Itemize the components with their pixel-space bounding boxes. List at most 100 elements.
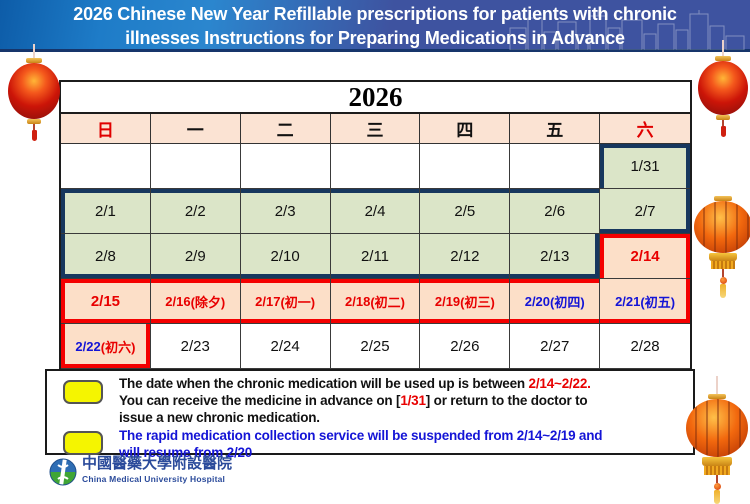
- hospital-globe-icon: [49, 458, 77, 486]
- calendar-cell: [420, 144, 511, 189]
- weekday-label: 六: [600, 114, 690, 144]
- cell-date: 2/27: [540, 337, 570, 355]
- header-banner: 2026 Chinese New Year Refillable prescri…: [0, 0, 750, 52]
- cell-date: 2/24: [270, 337, 300, 355]
- cell-date: 2/22: [75, 338, 101, 354]
- banner-title-line2: illnesses Instructions for Preparing Med…: [125, 28, 625, 48]
- calendar-cell: 2/19 (初三): [420, 279, 511, 324]
- calendar-date-grid: 1/31 2/1 2/2 2/3 2/4 2/5 2/6 2/7 2/8 2/9 2/10 2/11 2…: [61, 144, 690, 369]
- calendar-cell: 2/4: [330, 189, 421, 234]
- calendar-cell: 2/8: [61, 234, 151, 279]
- calendar-cell: 2/24: [240, 324, 331, 369]
- legend-yellow-box-icon: [63, 431, 103, 455]
- cell-date: 2/6: [544, 202, 566, 220]
- cell-date: 2/26: [450, 337, 480, 355]
- cell-date: 2/11: [360, 247, 390, 265]
- weekday-label: 四: [420, 114, 511, 144]
- cell-date: 2/20: [524, 293, 551, 309]
- legend-item: The date when the chronic medication wil…: [47, 371, 693, 426]
- weekday-header-row: 日一二三四五六: [61, 114, 690, 144]
- legend-text: The date when the chronic medication wil…: [119, 376, 591, 425]
- calendar-cell: [61, 144, 151, 189]
- calendar-cell: [240, 144, 331, 189]
- calendar-cell: 2/2: [150, 189, 241, 234]
- calendar-cell: 2/26: [420, 324, 511, 369]
- cell-date: 2/2: [184, 202, 206, 220]
- cell-date: 2/7: [634, 202, 656, 220]
- weekday-label: 日: [61, 114, 151, 144]
- cell-date: 2/23: [180, 337, 210, 355]
- cell-date: 2/9: [184, 247, 206, 265]
- calendar-cell: 2/13: [510, 234, 601, 279]
- cell-date: 2/21: [615, 293, 641, 309]
- legend-text: The rapid medication collection service …: [119, 428, 603, 460]
- weekday-label: 一: [150, 114, 241, 144]
- cell-date: 2/3: [274, 202, 296, 220]
- calendar-cell: 2/25: [330, 324, 421, 369]
- calendar-cell: 2/12: [420, 234, 511, 279]
- calendar-cell: 2/15: [61, 279, 151, 324]
- cell-date: 2/16: [165, 293, 191, 309]
- calendar-cell: 2/20 (初四): [510, 279, 601, 324]
- calendar-cell: 2/17 (初一): [240, 279, 331, 324]
- hospital-name-chinese: 中國醫藥大學附設醫院: [82, 456, 233, 472]
- calendar-cell: 2/6: [510, 189, 601, 234]
- cell-holiday-name: (初三): [460, 294, 495, 310]
- calendar-cell: 2/1: [61, 189, 151, 234]
- calendar-cell: 2/7: [600, 189, 690, 234]
- calendar-cell: 2/18 (初二): [330, 279, 421, 324]
- orange-lantern-middle-right: [694, 196, 750, 298]
- cell-date: 2/13: [540, 247, 570, 265]
- cell-date: 1/31: [630, 157, 660, 175]
- calendar-cell: 2/11: [330, 234, 421, 279]
- calendar-cell: 2/3: [240, 189, 331, 234]
- hospital-name-english: China Medical University Hospital: [82, 474, 226, 484]
- calendar-cell: [510, 144, 601, 189]
- calendar-cell: 2/28: [600, 324, 690, 369]
- legend-box: The date when the chronic medication wil…: [45, 369, 695, 460]
- cell-date: 2/17: [255, 293, 281, 309]
- orange-lantern-bottom-right: [686, 376, 748, 504]
- cell-date: 2/12: [450, 247, 480, 265]
- weekday-label: 五: [510, 114, 601, 144]
- cell-date: 2/4: [364, 202, 386, 220]
- calendar-cell: 2/5: [420, 189, 511, 234]
- cell-date: 2/28: [630, 337, 660, 355]
- calendar-cell: [330, 144, 421, 189]
- calendar-table: 2026 日一二三四五六 1/31 2/1 2/2 2/3 2/4 2/5 2/6 2/7 2/…: [59, 80, 692, 371]
- red-lantern-top-left: [8, 44, 60, 141]
- weekday-label: 二: [240, 114, 331, 144]
- banner-title-line1: 2026 Chinese New Year Refillable prescri…: [73, 4, 677, 24]
- cell-date: 2/19: [434, 293, 461, 309]
- cell-date: 2/18: [345, 293, 371, 309]
- legend-yellow-box-icon: [63, 380, 103, 404]
- weekday-label: 三: [330, 114, 421, 144]
- red-lantern-top-right: [698, 40, 748, 137]
- hospital-logo-block: 中國醫藥大學附設醫院 China Medical University Hosp…: [48, 455, 232, 487]
- cell-holiday-name: (初二): [370, 294, 405, 310]
- cell-date: 2/8: [94, 247, 116, 265]
- cell-date: 2/5: [454, 202, 476, 220]
- cell-holiday-name: (除夕): [190, 294, 226, 310]
- cell-date: 2/10: [270, 247, 300, 265]
- calendar-cell: 2/27: [510, 324, 601, 369]
- legend-item: The rapid medication collection service …: [47, 426, 693, 461]
- calendar-cell: 2/23: [150, 324, 241, 369]
- cell-holiday-name: (初四): [550, 294, 585, 310]
- calendar-cell: 2/9: [150, 234, 241, 279]
- cell-date: 2/1: [94, 202, 116, 220]
- cell-date: 2/15: [90, 292, 121, 310]
- cityscape-graphic: [509, 10, 745, 50]
- calendar-cell: 2/14: [600, 234, 690, 279]
- calendar-cell: 2/22 (初六): [61, 324, 151, 369]
- cell-holiday-name: (初五): [640, 294, 676, 310]
- calendar-cell: 2/21 (初五): [600, 279, 690, 324]
- calendar-cell: 2/10: [240, 234, 331, 279]
- calendar-cell: [150, 144, 241, 189]
- calendar-cell: 1/31: [600, 144, 690, 189]
- calendar-cell: 2/16 (除夕): [150, 279, 241, 324]
- cell-holiday-name: (初六): [100, 339, 136, 355]
- calendar-year-title: 2026: [61, 82, 690, 114]
- cell-holiday-name: (初一): [280, 294, 316, 310]
